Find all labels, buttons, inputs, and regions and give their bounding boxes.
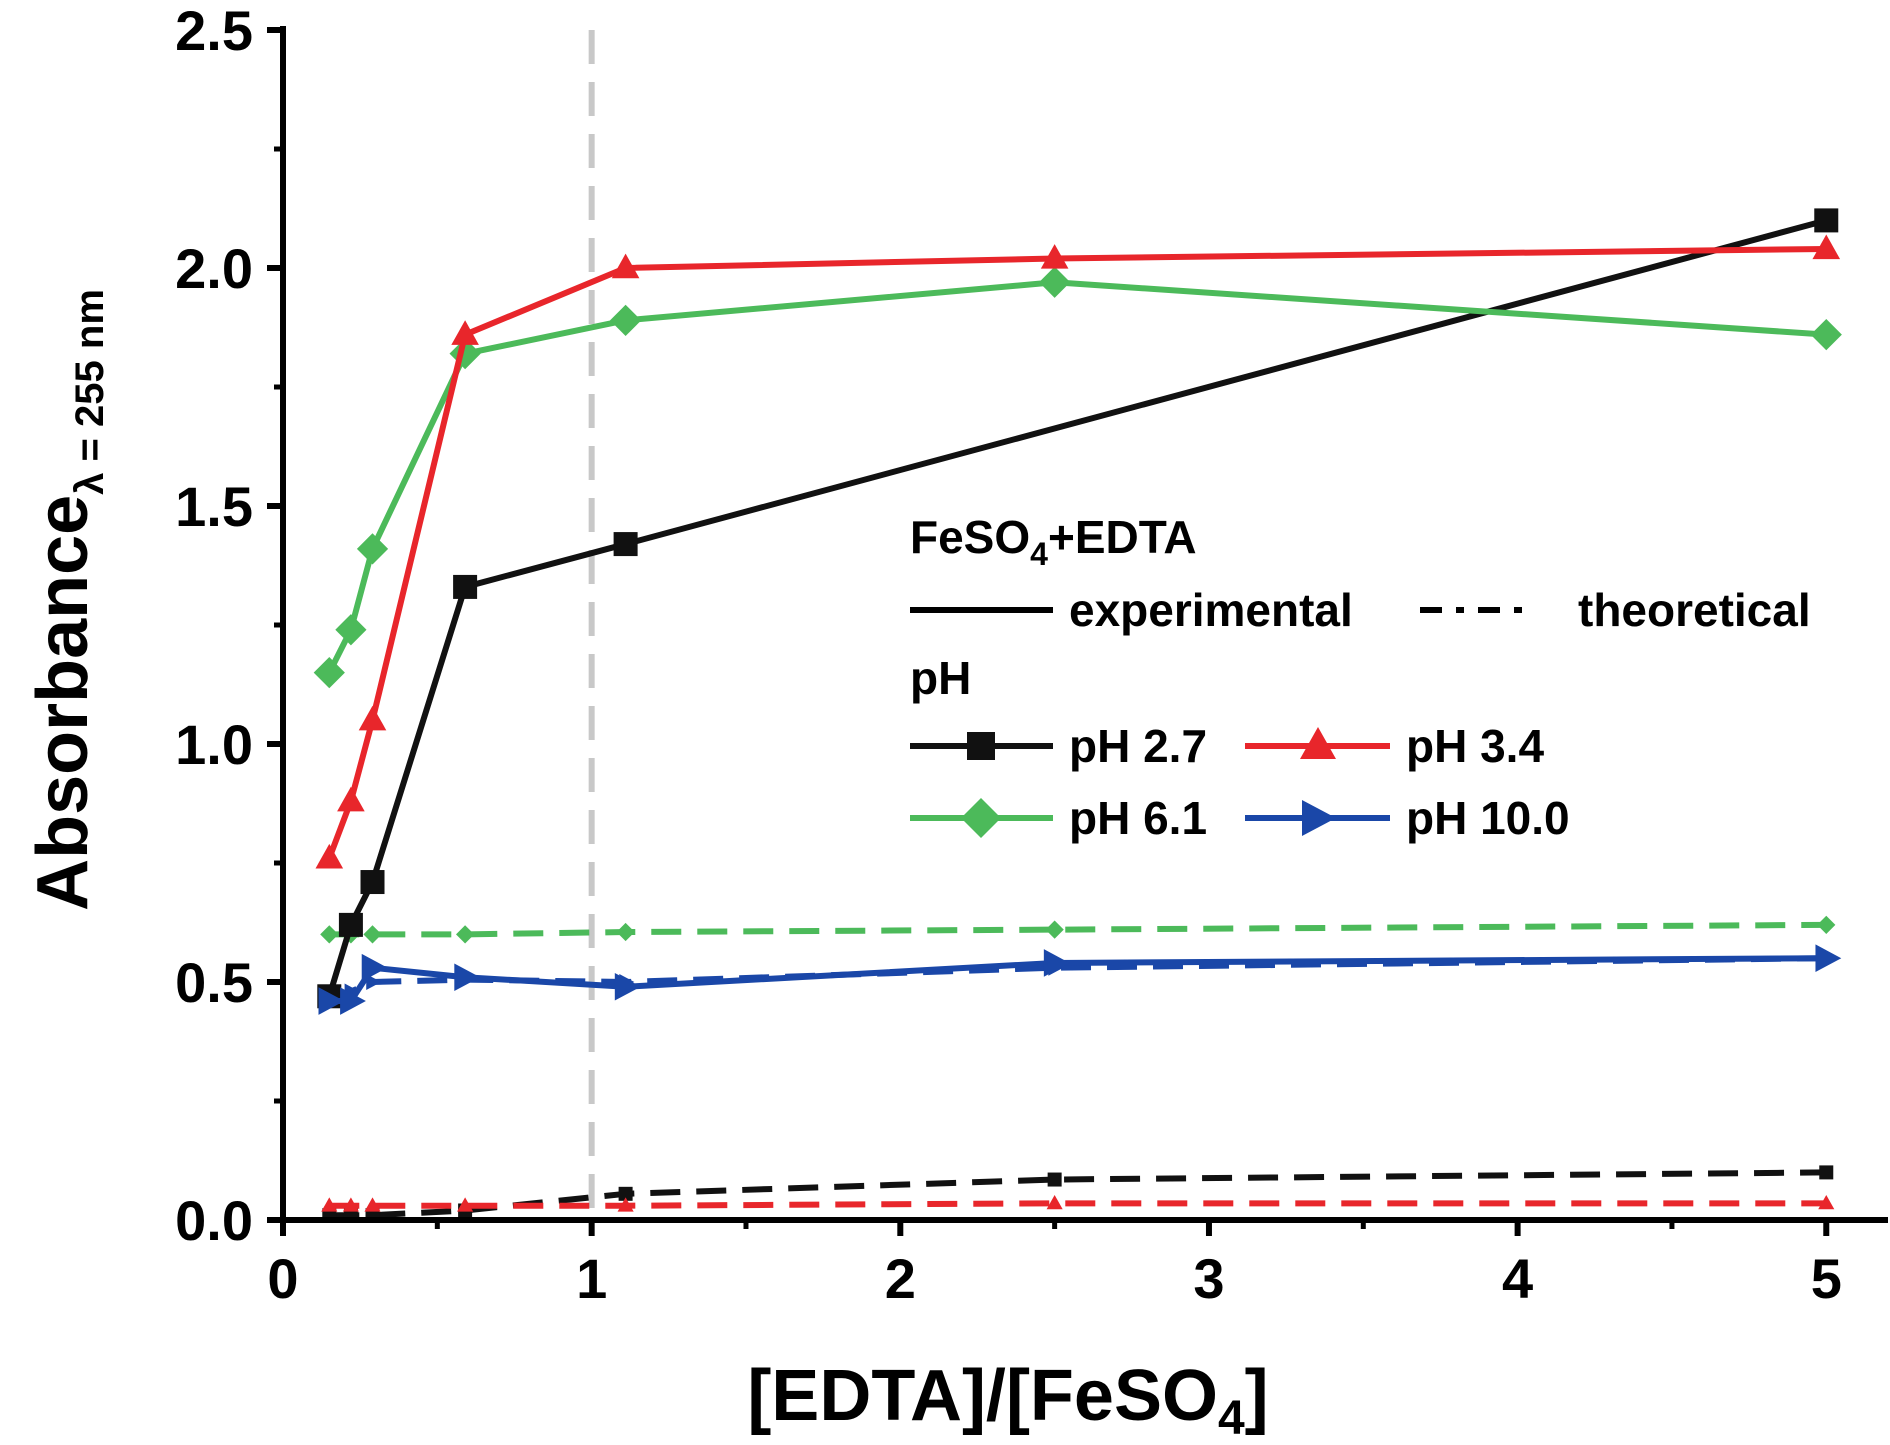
series-ph-3-4-experimental xyxy=(315,234,1841,869)
series-ph-10-0-theoretical-point xyxy=(366,973,382,991)
legend-label-ph-6-1: pH 6.1 xyxy=(1069,792,1207,844)
series-ph-6-1-theoretical-point xyxy=(320,925,339,944)
series-ph-6-1-experimental-point xyxy=(356,533,389,565)
series-ph-2-7-experimental-point xyxy=(1814,208,1839,233)
series-ph-6-1-theoretical xyxy=(320,915,1836,944)
series-ph-3-4-experimental-point xyxy=(358,705,387,731)
series-ph-2-7-experimental-point xyxy=(613,532,638,557)
series-ph-10-0-experimental-line xyxy=(329,955,1827,1005)
series-ph-10-0-experimental-point xyxy=(454,963,481,992)
legend: FeSO4+EDTA experimental theoretical pH p… xyxy=(910,511,1811,844)
series-ph-6-1-theoretical-point xyxy=(456,925,475,944)
series-ph-10-0-experimental-point xyxy=(318,987,345,1015)
series-ph-2-7-theoretical-point xyxy=(618,1186,633,1201)
x-axis-title: [EDTA]/[FeSO4] xyxy=(747,1356,1268,1445)
legend-experimental-label: experimental xyxy=(1069,584,1353,636)
x-tick-label: 2 xyxy=(885,1247,916,1310)
series-ph-2-7-theoretical-point xyxy=(1047,1172,1062,1187)
series-ph-6-1-experimental-point xyxy=(1810,319,1842,351)
series-layer xyxy=(313,208,1842,1223)
series-ph-3-4-experimental-point xyxy=(451,320,479,345)
x-tick-label: 5 xyxy=(1811,1247,1842,1310)
series-ph-2-7-experimental-point xyxy=(360,870,385,895)
y-tick-label: 1.0 xyxy=(175,713,253,776)
legend-marker-ph-3-4 xyxy=(1300,727,1336,759)
legend-marker-ph-10-0 xyxy=(1302,800,1336,836)
series-ph-6-1-experimental-point xyxy=(335,614,367,646)
y-tick-label: 2.5 xyxy=(175,0,253,62)
series-ph-3-4-experimental-point xyxy=(315,843,344,869)
series-ph-6-1-theoretical-line xyxy=(329,921,1827,938)
series-ph-2-7-experimental-point xyxy=(453,574,478,599)
series-ph-6-1-experimental-point xyxy=(610,304,642,336)
series-ph-10-0-experimental-point xyxy=(361,953,388,982)
series-ph-3-4-theoretical-point xyxy=(1046,1194,1063,1210)
x-tick-label: 0 xyxy=(267,1247,298,1310)
series-ph-6-1-theoretical-point xyxy=(616,922,635,942)
legend-title: FeSO4+EDTA xyxy=(910,511,1197,572)
y-tick-label: 1.5 xyxy=(175,475,253,538)
series-ph-3-4-theoretical xyxy=(321,1194,1835,1212)
series-ph-3-4-theoretical-point xyxy=(364,1197,381,1212)
series-ph-6-1-theoretical-point xyxy=(1817,915,1836,934)
series-ph-3-4-theoretical-point xyxy=(457,1197,474,1212)
series-ph-6-1-experimental xyxy=(313,266,1842,689)
series-ph-10-0-experimental-point xyxy=(1815,944,1842,972)
series-ph-3-4-theoretical-line xyxy=(329,1200,1827,1209)
ticks-layer: 0.0 0.5 1.0 1.5 2.0 2.5 0 1 2 3 4 5 xyxy=(175,0,1842,1310)
legend-label-ph-10-0: pH 10.0 xyxy=(1406,792,1570,844)
series-ph-2-7-theoretical-line xyxy=(329,1169,1827,1219)
series-ph-2-7-theoretical xyxy=(322,1165,1834,1223)
legend-ph-heading: pH xyxy=(910,652,971,704)
series-ph-3-4-theoretical-point xyxy=(617,1197,634,1212)
legend-label-ph-2-7: pH 2.7 xyxy=(1069,720,1207,772)
series-ph-6-1-experimental-point xyxy=(313,657,345,689)
legend-marker-ph-2-7 xyxy=(967,732,995,760)
x-tick-label: 3 xyxy=(1193,1247,1224,1310)
y-tick-label: 0.0 xyxy=(175,1189,253,1252)
legend-theoretical-label: theoretical xyxy=(1578,584,1811,636)
x-tick-label: 1 xyxy=(576,1247,607,1310)
series-ph-3-4-theoretical-point xyxy=(1818,1194,1835,1210)
series-ph-10-0-experimental-point xyxy=(1043,949,1070,977)
series-ph-3-4-experimental-point xyxy=(337,786,365,812)
y-tick-label: 2.0 xyxy=(175,237,253,300)
series-ph-3-4-experimental-point xyxy=(1040,244,1069,269)
y-axis-title: Absorbanceλ = 255 nm xyxy=(23,289,112,911)
series-ph-2-7-experimental xyxy=(317,208,1839,1009)
series-ph-6-1-theoretical-point xyxy=(363,925,382,944)
series-ph-10-0-experimental-point xyxy=(340,987,366,1015)
series-ph-10-0-experimental-point xyxy=(614,972,641,1001)
series-ph-3-4-experimental-point xyxy=(1812,234,1841,260)
legend-marker-ph-6-1 xyxy=(961,798,1001,838)
series-ph-6-1-theoretical-point xyxy=(1045,920,1064,939)
series-ph-3-4-theoretical-point xyxy=(321,1197,338,1212)
series-ph-10-0-experimental xyxy=(318,944,1842,1015)
y-tick-label: 0.5 xyxy=(175,951,253,1014)
x-tick-label: 4 xyxy=(1502,1247,1533,1310)
series-ph-3-4-theoretical-point xyxy=(342,1197,359,1212)
legend-label-ph-3-4: pH 3.4 xyxy=(1406,720,1544,772)
series-ph-2-7-theoretical-point xyxy=(1819,1165,1834,1180)
series-ph-2-7-experimental-point xyxy=(338,912,363,937)
series-ph-3-4-experimental-point xyxy=(611,253,640,279)
series-ph-6-1-experimental-point xyxy=(1039,266,1071,298)
